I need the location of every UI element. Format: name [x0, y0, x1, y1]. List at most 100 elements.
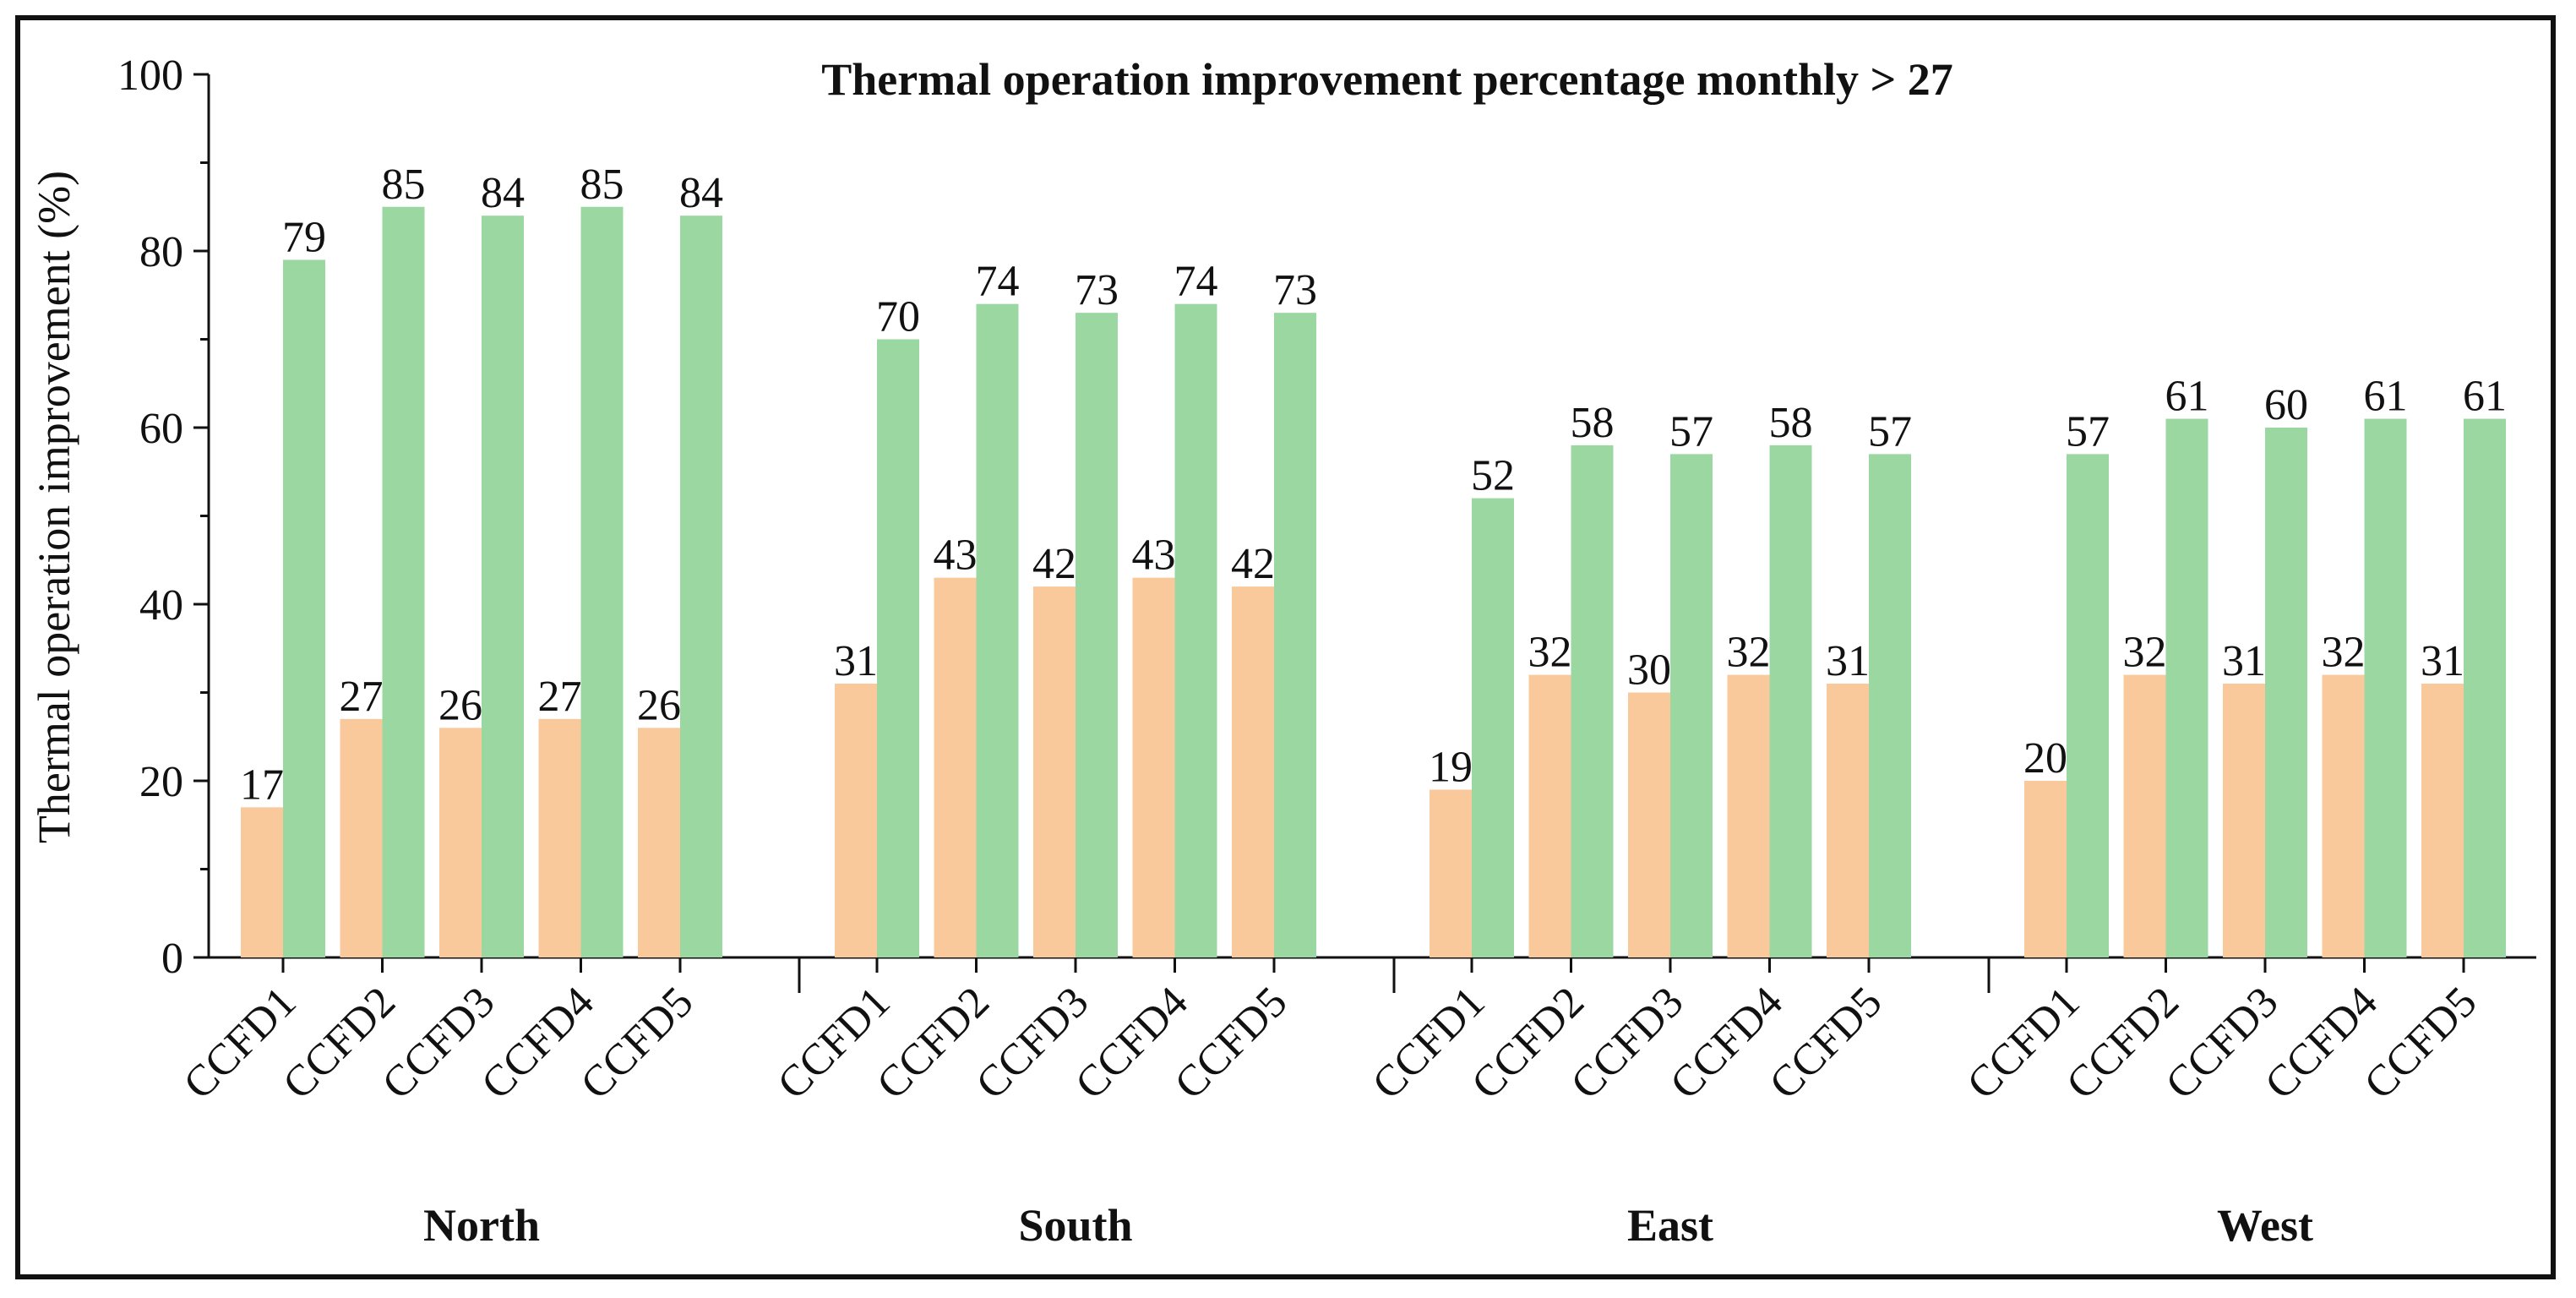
- data-label: 73: [1273, 266, 1317, 314]
- group-label-south: South: [1018, 1200, 1132, 1251]
- data-label: 32: [2322, 629, 2366, 677]
- data-label: 58: [1571, 399, 1615, 447]
- data-label: 31: [1826, 637, 1870, 685]
- bar-series1-east-ccfd4: [1727, 674, 1770, 957]
- bar-series2-east-ccfd1: [1472, 498, 1514, 957]
- data-label: 43: [1132, 532, 1176, 580]
- bar-series1-south-ccfd4: [1132, 577, 1175, 957]
- bar-series1-north-ccfd5: [638, 728, 680, 957]
- data-label: 26: [637, 681, 681, 729]
- bar-series2-north-ccfd3: [482, 215, 524, 957]
- x-tick-label: CCFD4: [1066, 978, 1197, 1109]
- data-label: 42: [1231, 540, 1275, 588]
- data-label: 17: [240, 761, 284, 809]
- data-label: 27: [340, 673, 384, 721]
- x-tick-label: CCFD3: [373, 978, 504, 1109]
- x-tick-label: CCFD4: [2256, 978, 2387, 1109]
- bar-series2-west-ccfd1: [2067, 454, 2109, 957]
- bar-series2-south-ccfd5: [1274, 313, 1316, 957]
- bar-series1-east-ccfd3: [1628, 692, 1670, 957]
- x-tick-label: CCFD4: [472, 978, 603, 1109]
- data-label: 74: [976, 258, 1020, 306]
- data-label: 27: [538, 673, 582, 721]
- data-label: 31: [2222, 637, 2266, 685]
- data-label: 73: [1075, 266, 1119, 314]
- data-label: 84: [481, 169, 525, 217]
- data-label: 32: [1528, 629, 1572, 677]
- bar-series2-north-ccfd5: [680, 215, 722, 957]
- x-tick-label: CCFD3: [967, 978, 1098, 1109]
- data-label: 74: [1174, 258, 1218, 306]
- data-label: 84: [679, 169, 723, 217]
- bar-series1-west-ccfd4: [2322, 674, 2365, 957]
- bar-series2-east-ccfd4: [1769, 444, 1812, 957]
- bar-series2-south-ccfd4: [1174, 303, 1217, 957]
- bar-series2-east-ccfd5: [1869, 454, 1911, 957]
- x-tick-label: CCFD4: [1661, 978, 1792, 1109]
- data-label: 85: [382, 161, 426, 209]
- bar-series2-north-ccfd1: [283, 259, 325, 957]
- data-label: 61: [2364, 373, 2408, 421]
- x-tick-label: CCFD1: [1364, 978, 1495, 1109]
- group-label-east: East: [1627, 1200, 1713, 1251]
- data-label: 20: [2023, 734, 2067, 783]
- bar-series1-south-ccfd2: [934, 577, 977, 957]
- data-label: 79: [282, 213, 326, 261]
- x-tick-label: CCFD1: [175, 978, 306, 1109]
- data-labels: 17 79 27 85 26 84 27 85 26 84 31 70 43 74 42 73 43 74 42 73…: [240, 161, 2507, 810]
- data-label: 85: [580, 161, 624, 209]
- data-label: 57: [1669, 407, 1713, 455]
- data-label: 70: [876, 293, 920, 341]
- bar-series1-north-ccfd3: [439, 728, 482, 957]
- x-tick-label: CCFD2: [2057, 978, 2188, 1109]
- data-label: 61: [2463, 373, 2507, 421]
- x-tick-label: CCFD1: [1958, 978, 2089, 1109]
- bar-series2-north-ccfd2: [382, 206, 425, 957]
- bar-series2-west-ccfd3: [2265, 428, 2307, 957]
- x-tick-label: CCFD2: [868, 978, 999, 1109]
- bar-series2-west-ccfd4: [2364, 418, 2407, 957]
- x-tick-label: CCFD5: [1166, 978, 1297, 1109]
- y-tick-label: 100: [117, 52, 183, 100]
- bar-series1-north-ccfd4: [538, 718, 581, 957]
- data-label: 61: [2165, 373, 2209, 421]
- bar-series1-east-ccfd2: [1528, 674, 1571, 957]
- x-tick-label: CCFD2: [1462, 978, 1593, 1109]
- data-label: 26: [438, 681, 482, 729]
- bar-series1-west-ccfd5: [2421, 684, 2464, 957]
- bar-series2-east-ccfd3: [1670, 454, 1713, 957]
- data-label: 58: [1769, 399, 1813, 447]
- chart-title: Thermal operation improvement percentage…: [821, 54, 1953, 105]
- y-tick-label: 0: [161, 935, 183, 983]
- data-label: 31: [2421, 637, 2464, 685]
- data-label: 52: [1471, 452, 1515, 500]
- bar-series1-north-ccfd2: [340, 718, 383, 957]
- data-label: 57: [2066, 407, 2110, 455]
- data-label: 30: [1627, 646, 1671, 695]
- bars: [241, 206, 2506, 957]
- data-label: 32: [1727, 629, 1771, 677]
- bar-series2-north-ccfd4: [580, 206, 624, 957]
- data-label: 31: [834, 637, 878, 685]
- bar-series2-south-ccfd2: [976, 303, 1019, 957]
- bar-series2-south-ccfd1: [877, 339, 919, 957]
- data-label: 43: [934, 532, 978, 580]
- bar-series1-north-ccfd1: [241, 807, 283, 957]
- bar-series1-west-ccfd3: [2223, 684, 2265, 957]
- x-tick-label: CCFD5: [572, 978, 703, 1109]
- x-tick-label: CCFD5: [1761, 978, 1892, 1109]
- y-tick-label: 40: [139, 581, 183, 630]
- bar-series2-west-ccfd2: [2165, 418, 2208, 957]
- x-tick-label: CCFD5: [2355, 978, 2486, 1109]
- bar-series2-west-ccfd5: [2464, 418, 2506, 957]
- bar-series1-east-ccfd5: [1827, 684, 1869, 957]
- data-label: 42: [1032, 540, 1076, 588]
- x-tick-label: CCFD1: [769, 978, 900, 1109]
- x-tick-label: CCFD3: [2157, 978, 2288, 1109]
- y-tick-label: 60: [139, 405, 183, 453]
- bar-series2-south-ccfd3: [1076, 313, 1118, 957]
- group-label-west: West: [2217, 1200, 2313, 1251]
- data-label: 32: [2123, 629, 2167, 677]
- data-label: 57: [1868, 407, 1912, 455]
